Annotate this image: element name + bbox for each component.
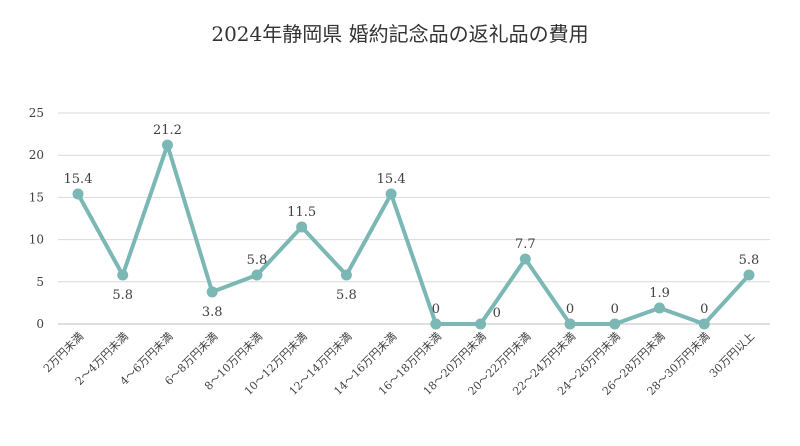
data-point bbox=[296, 221, 308, 233]
data-label: 15.4 bbox=[64, 172, 93, 187]
data-labels: 15.4 5.8 21.2 3.8 5.8 11.5 5.8 15.4 0 0 7.7 0 0 1.9 0 5… bbox=[64, 123, 760, 321]
y-tick-label: 20 bbox=[29, 148, 44, 162]
series-line bbox=[76, 143, 751, 326]
data-label: 0 bbox=[700, 302, 708, 317]
data-point bbox=[475, 318, 487, 330]
data-point bbox=[564, 318, 576, 330]
y-tick-label: 25 bbox=[29, 106, 44, 120]
data-point bbox=[117, 269, 129, 281]
data-point bbox=[251, 269, 263, 281]
data-label: 0 bbox=[493, 306, 501, 321]
data-label: 1.9 bbox=[649, 286, 670, 301]
x-tick-label: 30万円以上 bbox=[707, 330, 757, 380]
y-tick-label: 5 bbox=[36, 275, 44, 289]
chart-title: 2024年静岡県 婚約記念品の返礼品の費用 bbox=[211, 22, 589, 46]
data-label: 5.8 bbox=[247, 253, 268, 268]
data-label: 0 bbox=[611, 302, 619, 317]
y-axis-ticks: 0 5 10 15 20 25 bbox=[29, 106, 44, 331]
data-point bbox=[206, 286, 218, 298]
data-point bbox=[609, 318, 621, 330]
data-point bbox=[698, 318, 710, 330]
data-point bbox=[654, 302, 666, 314]
data-label: 0 bbox=[566, 302, 574, 317]
series-group bbox=[72, 139, 755, 330]
data-label: 5.8 bbox=[739, 253, 760, 268]
gridlines bbox=[58, 112, 770, 325]
y-tick-label: 10 bbox=[29, 233, 44, 247]
data-label: 11.5 bbox=[287, 205, 316, 220]
x-tick-label: 2万円未満 bbox=[41, 330, 86, 375]
x-axis-ticks: 2万円未満2～4万円未満4～6万円未満6～8万円未満8～10万円未満10～12万… bbox=[41, 330, 757, 398]
data-point bbox=[161, 139, 173, 151]
data-point bbox=[385, 188, 397, 200]
y-tick-label: 15 bbox=[29, 190, 44, 204]
data-point bbox=[72, 188, 84, 200]
data-point bbox=[430, 318, 442, 330]
data-label: 21.2 bbox=[153, 123, 182, 138]
y-tick-label: 0 bbox=[36, 317, 44, 331]
data-label: 5.8 bbox=[112, 288, 133, 303]
data-point bbox=[743, 269, 755, 281]
data-point bbox=[519, 253, 531, 265]
data-label: 7.7 bbox=[515, 237, 536, 252]
data-label: 15.4 bbox=[377, 172, 406, 187]
data-label: 3.8 bbox=[202, 305, 223, 320]
data-point bbox=[340, 269, 352, 281]
data-label: 0 bbox=[432, 302, 440, 317]
data-label: 5.8 bbox=[336, 288, 357, 303]
